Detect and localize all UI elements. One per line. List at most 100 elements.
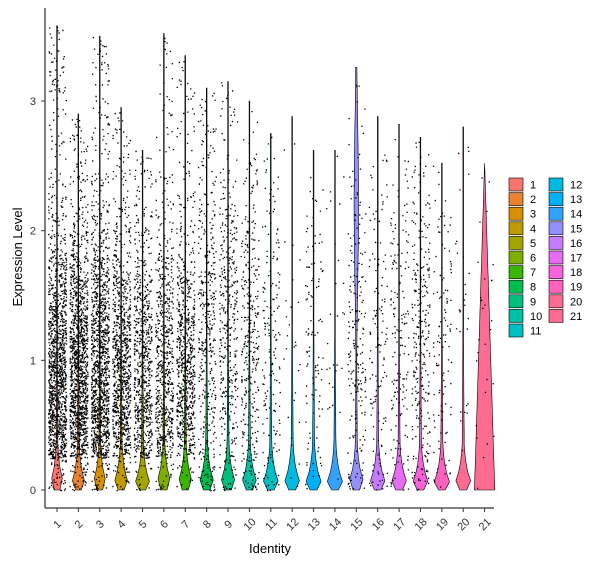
legend-key-1 (508, 177, 524, 192)
legend-key-14 (548, 206, 564, 221)
x-tick-label: 8 (201, 518, 214, 531)
jitter-points-cluster-6 (155, 37, 175, 491)
jitter-points-cluster-9 (219, 82, 239, 492)
violin-cluster-6 (157, 33, 171, 491)
y-tick-label: 3 (30, 96, 36, 108)
violin-cluster-17 (391, 124, 407, 491)
x-tick-label: 5 (137, 518, 150, 531)
legend-label-3: 3 (530, 209, 536, 221)
x-tick-label: 16 (370, 516, 387, 533)
legend-key-12 (548, 177, 564, 192)
x-tick-label: 9 (222, 518, 235, 531)
x-tick-label: 15 (348, 516, 365, 533)
legend-key-8 (508, 279, 524, 294)
jitter-points-cluster-10 (240, 111, 260, 491)
violin-cluster-14 (326, 150, 343, 491)
violin-cluster-21 (474, 163, 496, 491)
legend-label-6: 6 (530, 253, 536, 265)
violin-cluster-8 (199, 87, 214, 491)
legend-label-14: 14 (570, 209, 582, 221)
legend-key-10 (508, 309, 524, 323)
violin-cluster-16 (370, 116, 386, 491)
legend-label-4: 4 (530, 223, 536, 235)
jitter-points-cluster-5 (133, 150, 153, 492)
legend-key-18 (548, 265, 564, 279)
jitter-points-cluster-2 (69, 118, 89, 492)
legend-key-13 (548, 192, 564, 206)
legend-key-17 (548, 250, 564, 265)
legend-label-2: 2 (530, 194, 536, 206)
jitter-points-cluster-1 (48, 26, 68, 492)
violin-cluster-18 (412, 137, 429, 491)
violin-cluster-19 (433, 162, 450, 491)
x-tick-label: 3 (94, 518, 107, 531)
violin-cluster-20 (455, 126, 471, 491)
y-axis-title: Expression Level (10, 207, 25, 306)
legend-label-11: 11 (530, 326, 541, 338)
legend-label-1: 1 (530, 180, 536, 192)
y-tick-label: 0 (30, 485, 36, 497)
legend-key-19 (548, 279, 564, 294)
legend-key-7 (508, 265, 524, 279)
legend-label-7: 7 (530, 267, 536, 279)
y-tick-label: 1 (30, 355, 36, 367)
legend-key-5 (508, 236, 524, 250)
axes (44, 8, 494, 509)
legend-key-15 (548, 221, 564, 236)
violin-cluster-15 (349, 67, 364, 491)
x-tick-label: 4 (115, 518, 128, 531)
legend-label-19: 19 (570, 282, 582, 294)
legend-label-13: 13 (570, 194, 582, 206)
violin-cluster-13 (305, 150, 322, 491)
legend-key-9 (508, 294, 524, 309)
x-tick-label: 20 (455, 516, 472, 533)
x-ticks: 1 2 3 4 5 6 7 8 9 10 11 12 13 14 15 16 17 18 19 20 21 (51, 508, 494, 533)
jitter-points-cluster-17 (390, 139, 410, 491)
y-ticks: 0 1 2 3 (30, 96, 45, 497)
jitter-points-cluster-8 (197, 92, 217, 492)
jitter-points-layer (48, 26, 495, 492)
x-tick-label: 11 (263, 516, 280, 533)
y-tick-label: 2 (30, 226, 36, 238)
jitter-points-cluster-13 (305, 176, 324, 490)
legend-key-16 (548, 236, 564, 250)
legend-key-11 (508, 323, 524, 338)
legend-key-20 (548, 294, 564, 309)
jitter-points-cluster-19 (432, 165, 453, 488)
x-tick-label: 21 (477, 516, 494, 533)
jitter-points-cluster-3 (90, 36, 111, 492)
legend-key-21 (548, 309, 564, 323)
violin-cluster-11 (263, 133, 279, 491)
x-tick-label: 10 (242, 516, 259, 533)
legend-label-8: 8 (530, 282, 536, 294)
legend-label-15: 15 (570, 223, 582, 235)
legend-label-17: 17 (570, 253, 582, 265)
x-tick-label: 6 (158, 518, 171, 531)
x-tick-label: 17 (391, 516, 408, 533)
legend-key-2 (508, 192, 524, 206)
jitter-points-cluster-15 (347, 84, 367, 490)
jitter-points-cluster-7 (176, 61, 196, 490)
x-tick-label: 1 (51, 518, 64, 531)
legend-key-4 (508, 221, 524, 236)
x-tick-label: 12 (284, 516, 301, 533)
legend-key-3 (508, 206, 524, 221)
x-tick-label: 19 (434, 516, 451, 533)
x-tick-label: 2 (73, 518, 86, 531)
x-tick-label: 7 (180, 518, 193, 531)
legend-label-16: 16 (570, 238, 582, 250)
legend-key-6 (508, 250, 524, 265)
legend-label-21: 21 (570, 311, 582, 323)
x-tick-label: 18 (413, 516, 430, 533)
legend-label-10: 10 (530, 311, 542, 323)
violin-cluster-12 (284, 116, 300, 491)
x-axis-title: Identity (249, 541, 291, 556)
jitter-points-cluster-18 (411, 141, 431, 491)
legend-label-12: 12 (570, 180, 582, 192)
legend-label-18: 18 (570, 267, 582, 279)
legend-label-20: 20 (570, 296, 582, 308)
x-tick-label: 14 (327, 516, 344, 533)
jitter-points-cluster-4 (112, 112, 132, 492)
